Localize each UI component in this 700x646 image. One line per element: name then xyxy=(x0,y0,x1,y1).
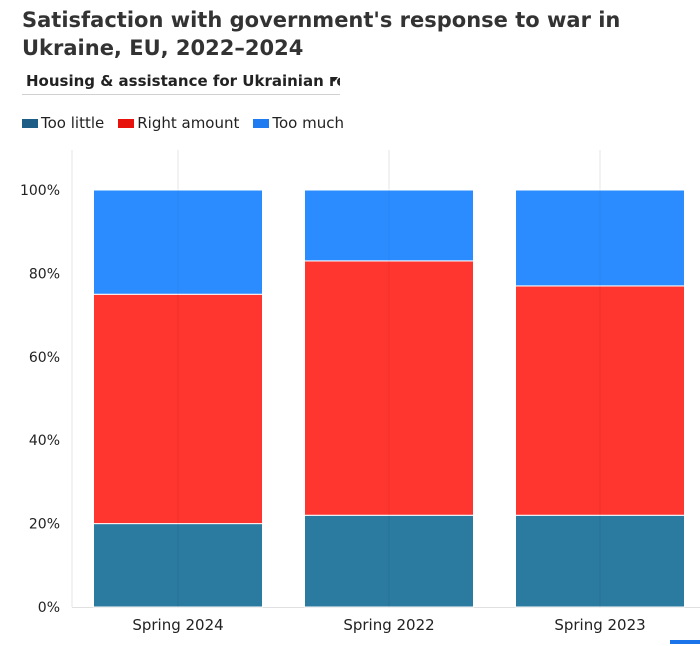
chart-title: Satisfaction with government's response … xyxy=(22,8,621,60)
y-tick-label: 20% xyxy=(29,517,60,533)
indicator-dropdown[interactable]: Housing & assistance for Ukrainian refug… xyxy=(22,68,340,95)
bar-too-much-spring-2022 xyxy=(304,189,474,262)
legend-label-too-little: Too little xyxy=(41,114,105,132)
bar-right-amount-spring-2023 xyxy=(515,285,685,516)
y-tick-label: 40% xyxy=(29,433,60,449)
bar-too-little-spring-2024 xyxy=(93,523,263,608)
legend-item-right-amount[interactable]: Right amount xyxy=(118,114,239,132)
legend-label-right-amount: Right amount xyxy=(137,114,240,132)
scroll-indicator[interactable] xyxy=(670,640,700,644)
y-tick-label: 100% xyxy=(20,183,60,199)
stacked-bar-chart: 0% 20% 40% 60% 80% 100% Spring 2024 Spring 2022… xyxy=(20,150,700,634)
x-tick-label: Spring 2023 xyxy=(554,616,645,634)
y-tick-label: 0% xyxy=(38,600,60,616)
legend-swatch-too-little xyxy=(22,118,38,128)
bar-right-amount-spring-2024 xyxy=(93,293,263,525)
legend-item-too-much[interactable]: Too much xyxy=(253,114,344,132)
legend-swatch-too-much xyxy=(253,118,270,128)
bar-right-amount-spring-2022 xyxy=(304,260,474,516)
bar-too-much-spring-2024 xyxy=(93,189,263,295)
x-tick-label: Spring 2024 xyxy=(132,616,223,634)
x-tick-label: Spring 2022 xyxy=(343,616,434,634)
chevron-down-icon xyxy=(330,77,338,82)
bar-too-much-spring-2023 xyxy=(515,189,685,287)
legend-label-too-much: Too much xyxy=(272,114,344,132)
bar-too-little-spring-2023 xyxy=(515,514,685,608)
legend-swatch-right-amount xyxy=(118,118,135,128)
y-tick-label: 60% xyxy=(29,350,60,366)
legend: Too little Right amount Too much xyxy=(22,112,358,134)
y-tick-label: 80% xyxy=(29,266,60,282)
legend-item-too-little[interactable]: Too little xyxy=(22,114,104,132)
dropdown-selected-value: Housing & assistance for Ukrainian refug… xyxy=(26,72,340,90)
